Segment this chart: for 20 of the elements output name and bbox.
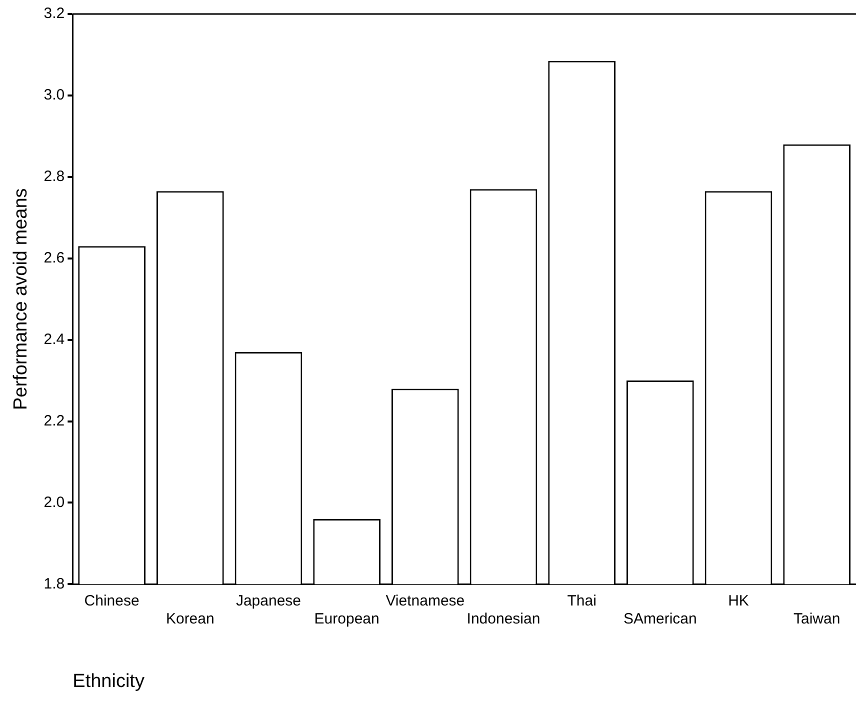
y-tick-label: 2.0 [44,494,65,511]
y-tick-label: 2.8 [44,168,65,186]
x-tick-label: Taiwan [793,610,840,628]
x-tick-label: SAmerican [623,610,697,628]
x-tick-label: Chinese [84,592,140,610]
x-tick-label: Korean [166,610,214,628]
x-axis-title: Ethnicity [72,670,145,692]
y-tick-label: 3.2 [44,5,65,22]
y-tick-label: 3.0 [44,86,65,104]
x-tick-label: European [314,610,380,628]
x-tick-label: Japanese [236,592,302,610]
x-tick-label: Vietnamese [386,592,465,610]
y-tick-label: 2.4 [44,330,65,348]
x-tick-label: HK [728,592,749,610]
x-tick-label: Thai [567,592,596,610]
y-tick-label: 2.2 [44,412,65,430]
x-tick-label: Indonesian [466,610,540,628]
y-tick-label: 2.6 [44,250,65,267]
y-axis-title: Performance avoid means [10,188,32,410]
y-tick-label: 1.8 [44,575,65,592]
